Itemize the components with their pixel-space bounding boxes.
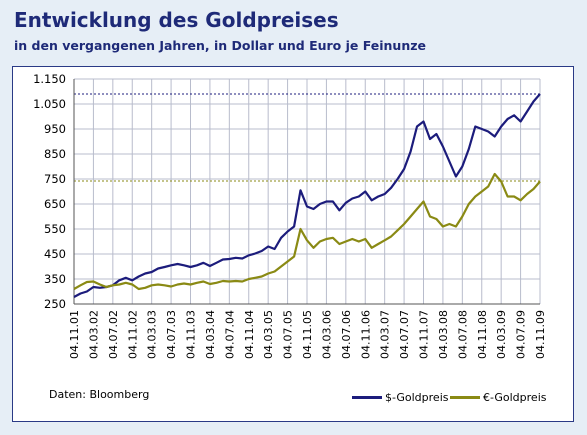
page-title: Entwicklung des Goldpreises: [14, 8, 339, 32]
page-subtitle: in den vergangenen Jahren, in Dollar und…: [14, 38, 426, 53]
series-lines: [73, 93, 541, 298]
reference-lines: [74, 93, 540, 182]
y-tick-label: 350: [44, 272, 66, 286]
x-tick-label: 04.03.04: [204, 310, 217, 359]
eur-gold-price-line: [73, 172, 541, 291]
legend-label-usd: $-Goldpreis: [385, 391, 449, 404]
x-tick-label: 04.11.07: [418, 310, 431, 359]
x-tick-label: 04.11.09: [534, 310, 547, 359]
x-tick-label: 04.11.03: [185, 310, 198, 359]
x-tick-label: 04.03.07: [379, 310, 392, 359]
x-tick-label: 04.07.03: [165, 310, 178, 359]
legend-item-eur: €-Goldpreis: [450, 391, 546, 404]
y-tick-label: 450: [44, 247, 66, 261]
legend-item-usd: $-Goldpreis: [352, 391, 448, 404]
y-tick-label: 1.050: [33, 97, 66, 111]
axes: [73, 79, 540, 305]
x-tick-label: 04.11.06: [359, 310, 372, 359]
x-tick-label: 04.03.05: [262, 310, 275, 359]
x-tick-label: 04.03.03: [146, 310, 159, 359]
chart-panel: [12, 66, 574, 422]
x-tick-label: 04.03.08: [437, 310, 450, 359]
x-tick-labels: 04.11.01 04.03.02 04.07.02 04.11.02 04.03.03…: [68, 310, 547, 359]
x-tick-label: 04.11.05: [301, 310, 314, 359]
y-tick-label: 1.150: [33, 72, 66, 86]
legend-swatch-usd: [352, 396, 382, 399]
x-tick-label: 04.03.02: [87, 310, 100, 359]
x-tick-label: 04.07.06: [340, 310, 353, 359]
y-tick-label: 950: [44, 122, 66, 136]
x-tick-label: 04.07.05: [282, 310, 295, 359]
x-tick-label: 04.11.01: [68, 310, 81, 359]
legend-label-eur: €-Goldpreis: [483, 391, 547, 404]
x-tick-label: 04.07.02: [107, 310, 120, 359]
y-tick-label: 250: [44, 297, 66, 311]
y-tick-label: 850: [44, 147, 66, 161]
x-tick-label: 04.07.09: [515, 310, 528, 359]
y-tick-labels: 250 350 450 550 650 750 850 950 1.050 1.150: [33, 72, 66, 311]
x-tick-label: 04.07.08: [456, 310, 469, 359]
grid: [73, 78, 541, 305]
x-tick-label: 04.07.07: [398, 310, 411, 359]
y-tick-label: 750: [44, 172, 66, 186]
legend-swatch-eur: [450, 396, 480, 399]
x-tick-label: 04.11.08: [476, 310, 489, 359]
x-tick-label: 04.11.04: [243, 310, 256, 359]
x-tick-label: 04.07.04: [223, 310, 236, 359]
x-tick-label: 04.03.09: [495, 310, 508, 359]
y-tick-label: 550: [44, 222, 66, 236]
x-tick-label: 04.03.06: [320, 310, 333, 359]
usd-gold-price-line: [73, 93, 541, 298]
x-tick-label: 04.11.02: [126, 310, 139, 359]
data-source: Daten: Bloomberg: [49, 388, 150, 401]
y-tick-label: 650: [44, 197, 66, 211]
